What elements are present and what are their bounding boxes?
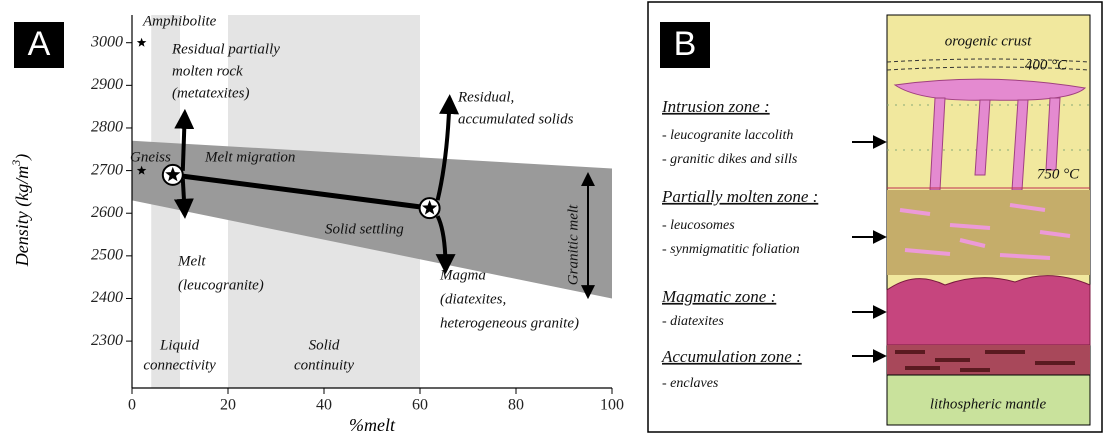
y-tick-label: 3000 — [90, 33, 123, 50]
region-label: connectivity — [143, 357, 216, 373]
y-tick-label: 2700 — [91, 161, 123, 178]
layer-label: lithospheric mantle — [930, 396, 1047, 412]
annotation: Residual partially — [171, 41, 280, 57]
x-axis-label: %melt — [349, 415, 396, 434]
figure: Liquid connectivity Solid continuity 2300 240… — [0, 0, 1104, 434]
zone-item: - leucosomes — [662, 218, 735, 233]
layer-label: orogenic crust — [945, 33, 1032, 49]
zone-item: - enclaves — [662, 376, 719, 391]
temperature-label: 750 °C — [1037, 166, 1080, 182]
magmatic-layer — [887, 276, 1090, 345]
rock-point — [137, 38, 147, 47]
arrow — [183, 113, 185, 171]
point-label: Amphibolite — [142, 13, 217, 29]
y-tick-label: 2500 — [91, 247, 123, 264]
y-axis-label: Density (kg/m3) — [9, 154, 33, 267]
panel-label: A — [28, 25, 51, 63]
x-tick-label: 0 — [128, 397, 136, 414]
region-label: Liquid — [159, 337, 200, 353]
x-tick-label: 80 — [508, 397, 524, 414]
temperature-label: 400 °C — [1025, 57, 1068, 73]
annotation: (metatexites) — [172, 85, 249, 101]
y-tick-label: 2900 — [91, 76, 123, 93]
x-tick-label: 60 — [412, 397, 428, 414]
y-tick-label: 2800 — [91, 119, 123, 136]
x-tick-label: 100 — [600, 397, 624, 414]
arrow — [183, 179, 185, 215]
crust-column — [887, 15, 1090, 425]
zone-title: Intrusion zone : — [661, 97, 770, 116]
annotation: Melt migration — [204, 149, 295, 165]
zone-title: Partially molten zone : — [661, 187, 818, 206]
annotation: (leucogranite) — [178, 277, 264, 293]
annotation: (diatexites, — [440, 291, 506, 307]
panel-b: B orogenic crust 400 °C 750 °C lithosphe… — [648, 2, 1102, 432]
panel-a: Liquid connectivity Solid continuity 2300 240… — [90, 15, 624, 414]
y-tick-label: 2600 — [91, 204, 123, 221]
annotation: molten rock — [172, 63, 243, 79]
zone-title: Accumulation zone : — [661, 347, 802, 366]
partially-molten-layer — [887, 190, 1090, 275]
annotation: Residual, — [457, 89, 514, 105]
annotation: accumulated solids — [458, 111, 574, 127]
y-label-end: ) — [12, 154, 33, 161]
zone-item: - granitic dikes and sills — [662, 152, 798, 167]
y-label-text: Density (kg/m — [12, 166, 33, 267]
annotation: Magma — [439, 267, 486, 283]
zone-item: - diatexites — [662, 314, 724, 329]
y-label-sup: 3 — [9, 160, 23, 167]
panel-label: B — [674, 25, 697, 63]
region-label: Solid — [309, 337, 340, 353]
annotation: heterogeneous granite) — [440, 315, 579, 331]
zone-item: - leucogranite laccolith — [662, 128, 793, 143]
zone-item: - synmigmatitic foliation — [662, 242, 800, 257]
point-label: Gneiss — [130, 149, 171, 165]
annotation: Granitic melt — [565, 204, 581, 285]
y-tick-label: 2400 — [91, 289, 123, 306]
process-point — [163, 165, 183, 185]
region-label: continuity — [294, 357, 354, 373]
y-tick-label: 2300 — [91, 332, 123, 349]
process-point — [420, 198, 440, 218]
x-tick-label: 40 — [316, 397, 332, 414]
zone-title: Magmatic zone : — [661, 287, 776, 306]
annotation: Melt — [177, 253, 206, 269]
x-tick-label: 20 — [220, 397, 236, 414]
annotation: Solid settling — [325, 221, 404, 237]
